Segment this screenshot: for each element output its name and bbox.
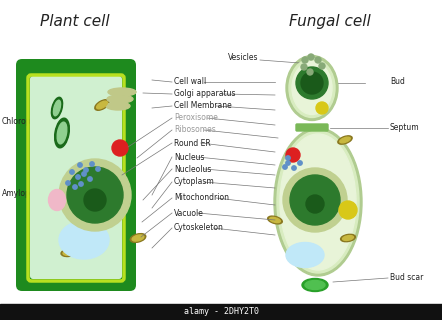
Ellipse shape bbox=[57, 122, 67, 144]
Circle shape bbox=[286, 156, 290, 160]
Circle shape bbox=[316, 102, 328, 114]
Circle shape bbox=[302, 57, 308, 63]
Circle shape bbox=[84, 168, 88, 172]
Ellipse shape bbox=[55, 118, 69, 148]
Text: Fungal cell: Fungal cell bbox=[289, 14, 371, 29]
Ellipse shape bbox=[59, 221, 109, 259]
Text: Round ER: Round ER bbox=[174, 139, 211, 148]
Text: Amyloplast: Amyloplast bbox=[2, 188, 45, 197]
Ellipse shape bbox=[268, 216, 282, 224]
Text: Vacuole: Vacuole bbox=[174, 209, 204, 218]
Ellipse shape bbox=[341, 234, 355, 242]
Circle shape bbox=[18, 268, 38, 288]
Text: Septum: Septum bbox=[390, 123, 419, 132]
Ellipse shape bbox=[61, 250, 75, 257]
Ellipse shape bbox=[277, 131, 359, 273]
Ellipse shape bbox=[343, 236, 354, 240]
Circle shape bbox=[78, 163, 82, 167]
Ellipse shape bbox=[270, 217, 280, 223]
Ellipse shape bbox=[97, 101, 107, 109]
Ellipse shape bbox=[108, 88, 136, 96]
Text: Golgi apparatus: Golgi apparatus bbox=[174, 90, 236, 99]
Ellipse shape bbox=[49, 189, 65, 211]
Circle shape bbox=[84, 189, 106, 211]
Circle shape bbox=[286, 161, 290, 165]
Ellipse shape bbox=[107, 95, 133, 103]
Text: Cytoplasm: Cytoplasm bbox=[174, 178, 215, 187]
Text: Peroxisome: Peroxisome bbox=[174, 114, 218, 123]
Ellipse shape bbox=[63, 251, 73, 255]
Circle shape bbox=[67, 167, 123, 223]
Circle shape bbox=[112, 140, 128, 156]
Text: Bud scar: Bud scar bbox=[390, 273, 423, 282]
Text: Nucleus: Nucleus bbox=[174, 153, 205, 162]
Circle shape bbox=[286, 148, 300, 162]
Circle shape bbox=[88, 177, 92, 181]
Circle shape bbox=[319, 63, 325, 69]
Ellipse shape bbox=[338, 136, 352, 144]
Circle shape bbox=[66, 181, 70, 185]
FancyBboxPatch shape bbox=[296, 124, 328, 131]
Text: Nucleolus: Nucleolus bbox=[174, 164, 211, 173]
Ellipse shape bbox=[274, 128, 362, 276]
Circle shape bbox=[292, 166, 296, 170]
Circle shape bbox=[96, 167, 100, 171]
Circle shape bbox=[298, 161, 302, 165]
Text: Cytoskeleton: Cytoskeleton bbox=[174, 223, 224, 233]
Ellipse shape bbox=[132, 235, 144, 241]
Text: Plant cell: Plant cell bbox=[40, 14, 110, 29]
Ellipse shape bbox=[292, 61, 332, 115]
Ellipse shape bbox=[289, 59, 335, 117]
Circle shape bbox=[82, 172, 86, 176]
Circle shape bbox=[283, 168, 347, 232]
Ellipse shape bbox=[286, 243, 324, 268]
Circle shape bbox=[114, 268, 134, 288]
Circle shape bbox=[18, 62, 38, 82]
Circle shape bbox=[76, 175, 80, 179]
FancyBboxPatch shape bbox=[30, 76, 122, 279]
Circle shape bbox=[301, 72, 323, 94]
Circle shape bbox=[315, 57, 321, 63]
Text: Cell wall: Cell wall bbox=[174, 77, 206, 86]
Ellipse shape bbox=[280, 134, 356, 270]
Circle shape bbox=[296, 67, 328, 99]
Text: Vesicles: Vesicles bbox=[228, 53, 258, 62]
Text: alamy - 2DHY2T0: alamy - 2DHY2T0 bbox=[183, 308, 259, 316]
Ellipse shape bbox=[286, 55, 338, 121]
Circle shape bbox=[70, 170, 74, 174]
Text: Bud: Bud bbox=[390, 77, 405, 86]
Circle shape bbox=[290, 175, 340, 225]
Ellipse shape bbox=[340, 137, 350, 143]
Ellipse shape bbox=[130, 234, 146, 242]
FancyBboxPatch shape bbox=[16, 59, 136, 291]
Bar bbox=[0, 304, 442, 320]
Circle shape bbox=[73, 185, 77, 189]
Text: Cell Membrane: Cell Membrane bbox=[174, 101, 232, 110]
Ellipse shape bbox=[95, 100, 109, 110]
Text: Chloroplast: Chloroplast bbox=[2, 117, 46, 126]
Ellipse shape bbox=[106, 102, 130, 110]
Text: Mitochondrion: Mitochondrion bbox=[174, 194, 229, 203]
Circle shape bbox=[301, 64, 307, 70]
Ellipse shape bbox=[53, 100, 61, 116]
Circle shape bbox=[306, 195, 324, 213]
Ellipse shape bbox=[305, 281, 325, 290]
Circle shape bbox=[339, 201, 357, 219]
Circle shape bbox=[308, 54, 314, 60]
Circle shape bbox=[283, 165, 287, 169]
Circle shape bbox=[79, 182, 83, 186]
Circle shape bbox=[307, 69, 313, 75]
Text: Ribosomes: Ribosomes bbox=[174, 125, 216, 134]
Circle shape bbox=[59, 159, 131, 231]
Ellipse shape bbox=[51, 97, 63, 119]
Circle shape bbox=[90, 162, 94, 166]
Ellipse shape bbox=[302, 278, 328, 292]
Circle shape bbox=[114, 62, 134, 82]
